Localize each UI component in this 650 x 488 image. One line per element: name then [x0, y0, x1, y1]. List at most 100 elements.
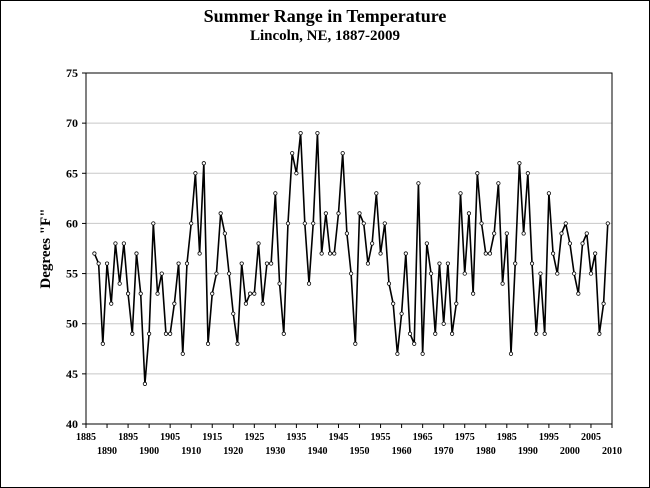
- y-tick-label: 65: [66, 166, 78, 180]
- data-point: [391, 301, 396, 306]
- data-point: [214, 271, 219, 276]
- data-point: [184, 261, 190, 266]
- data-point: [285, 221, 291, 226]
- data-point: [319, 251, 324, 256]
- y-tick-label: 45: [66, 367, 78, 381]
- data-point: [344, 231, 349, 236]
- x-tick-label-lower: 1970: [434, 446, 454, 457]
- data-point: [92, 251, 97, 256]
- x-tick-label-lower: 1950: [350, 446, 370, 457]
- data-point: [424, 241, 429, 246]
- data-point: [370, 241, 375, 246]
- data-point: [496, 181, 501, 186]
- x-tick-label-upper: 1915: [202, 432, 222, 443]
- data-point: [378, 251, 383, 256]
- data-point: [290, 151, 295, 156]
- plot-area: [85, 72, 613, 425]
- data-point: [336, 211, 341, 216]
- x-tick-label-lower: 1980: [476, 446, 496, 457]
- data-point: [576, 291, 581, 296]
- data-point: [542, 331, 547, 336]
- data-point: [403, 251, 408, 256]
- data-point: [172, 301, 177, 306]
- x-tick-label-upper: 1955: [371, 432, 391, 443]
- data-point: [416, 181, 421, 186]
- data-point: [222, 231, 227, 236]
- data-point: [374, 191, 379, 196]
- data-point: [197, 251, 202, 256]
- data-point: [243, 301, 249, 306]
- data-points: [92, 131, 610, 386]
- y-tick-label: 40: [66, 417, 78, 431]
- x-tick-label-upper: 1995: [539, 432, 559, 443]
- data-point: [332, 251, 337, 256]
- data-point: [180, 351, 185, 356]
- data-point: [559, 231, 564, 236]
- data-point: [382, 221, 387, 226]
- series-line: [93, 133, 609, 384]
- data-point: [277, 281, 282, 286]
- data-point: [125, 291, 131, 296]
- data-point: [567, 241, 573, 246]
- data-point: [462, 271, 467, 276]
- y-axis-label: Degrees "F": [38, 208, 54, 288]
- x-tick-label-upper: 1925: [244, 432, 264, 443]
- data-point: [593, 251, 598, 256]
- data-point: [534, 331, 539, 336]
- x-tick-label-upper: 2005: [581, 432, 601, 443]
- data-point: [420, 351, 425, 356]
- data-point: [555, 271, 560, 276]
- data-point: [231, 311, 236, 316]
- data-point: [500, 281, 505, 286]
- data-point: [361, 221, 366, 226]
- x-tick-label-lower: 1930: [265, 446, 285, 457]
- data-point: [504, 231, 509, 236]
- x-tick-label-lower: 1910: [181, 446, 201, 457]
- x-tick-label-lower: 2000: [560, 446, 580, 457]
- data-point: [327, 251, 333, 256]
- data-point: [572, 271, 577, 276]
- data-point: [248, 291, 253, 296]
- chart-subtitle: Lincoln, NE, 1887-2009: [249, 28, 400, 44]
- data-point: [235, 341, 240, 346]
- data-point: [529, 261, 535, 266]
- y-tick-label: 70: [66, 116, 78, 130]
- data-point: [483, 251, 488, 256]
- data-point: [281, 331, 286, 336]
- y-tick-label: 55: [66, 267, 78, 281]
- data-point: [445, 261, 450, 266]
- data-point: [151, 221, 156, 226]
- data-point: [601, 301, 606, 306]
- x-tick-label-upper: 1965: [413, 432, 433, 443]
- x-tick-label-lower: 1960: [392, 446, 412, 457]
- data-point: [546, 191, 551, 196]
- x-tick-label-upper: 1945: [328, 432, 348, 443]
- y-tick-label: 60: [66, 216, 78, 230]
- data-point: [163, 331, 169, 336]
- data-point: [298, 131, 303, 136]
- data-point: [252, 291, 257, 296]
- data-point: [441, 321, 446, 326]
- data-point: [269, 261, 274, 266]
- data-point: [433, 331, 438, 336]
- data-point: [584, 231, 589, 236]
- data-point: [386, 281, 392, 286]
- data-point: [306, 281, 312, 286]
- data-point: [525, 171, 530, 176]
- data-point: [155, 291, 160, 296]
- data-point: [210, 291, 215, 296]
- data-point: [147, 331, 152, 336]
- data-point: [260, 301, 265, 306]
- data-point: [109, 301, 114, 306]
- data-point: [302, 221, 307, 226]
- data-point: [563, 221, 568, 226]
- x-tick-label-lower: 1920: [223, 446, 243, 457]
- data-point: [550, 251, 556, 256]
- data-point: [395, 351, 400, 356]
- x-tick-label-lower: 1940: [307, 446, 327, 457]
- data-point: [96, 261, 101, 266]
- data-point: [168, 331, 173, 336]
- data-point: [176, 261, 181, 266]
